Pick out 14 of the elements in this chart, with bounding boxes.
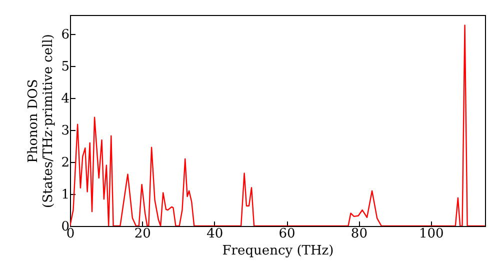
y-tick-label: 2 bbox=[61, 156, 70, 171]
y-tick-label: 5 bbox=[61, 60, 70, 75]
x-tick-label: 20 bbox=[134, 226, 151, 242]
line-series bbox=[70, 24, 485, 226]
x-tick-label: 100 bbox=[418, 226, 444, 242]
x-tick-label: 40 bbox=[206, 226, 224, 242]
x-tick-label: 80 bbox=[350, 226, 368, 242]
x-axis-title: Frequency (THz) bbox=[222, 244, 334, 258]
x-tick-label: 60 bbox=[278, 226, 296, 242]
y-tick-label: 3 bbox=[61, 124, 70, 139]
y-tick-label: 4 bbox=[61, 92, 70, 107]
y-tick-label: 6 bbox=[61, 28, 70, 43]
y-axis-title: Phonon DOS (States/THz·primitive cell) bbox=[26, 34, 56, 208]
y-tick-label: 1 bbox=[61, 188, 70, 203]
